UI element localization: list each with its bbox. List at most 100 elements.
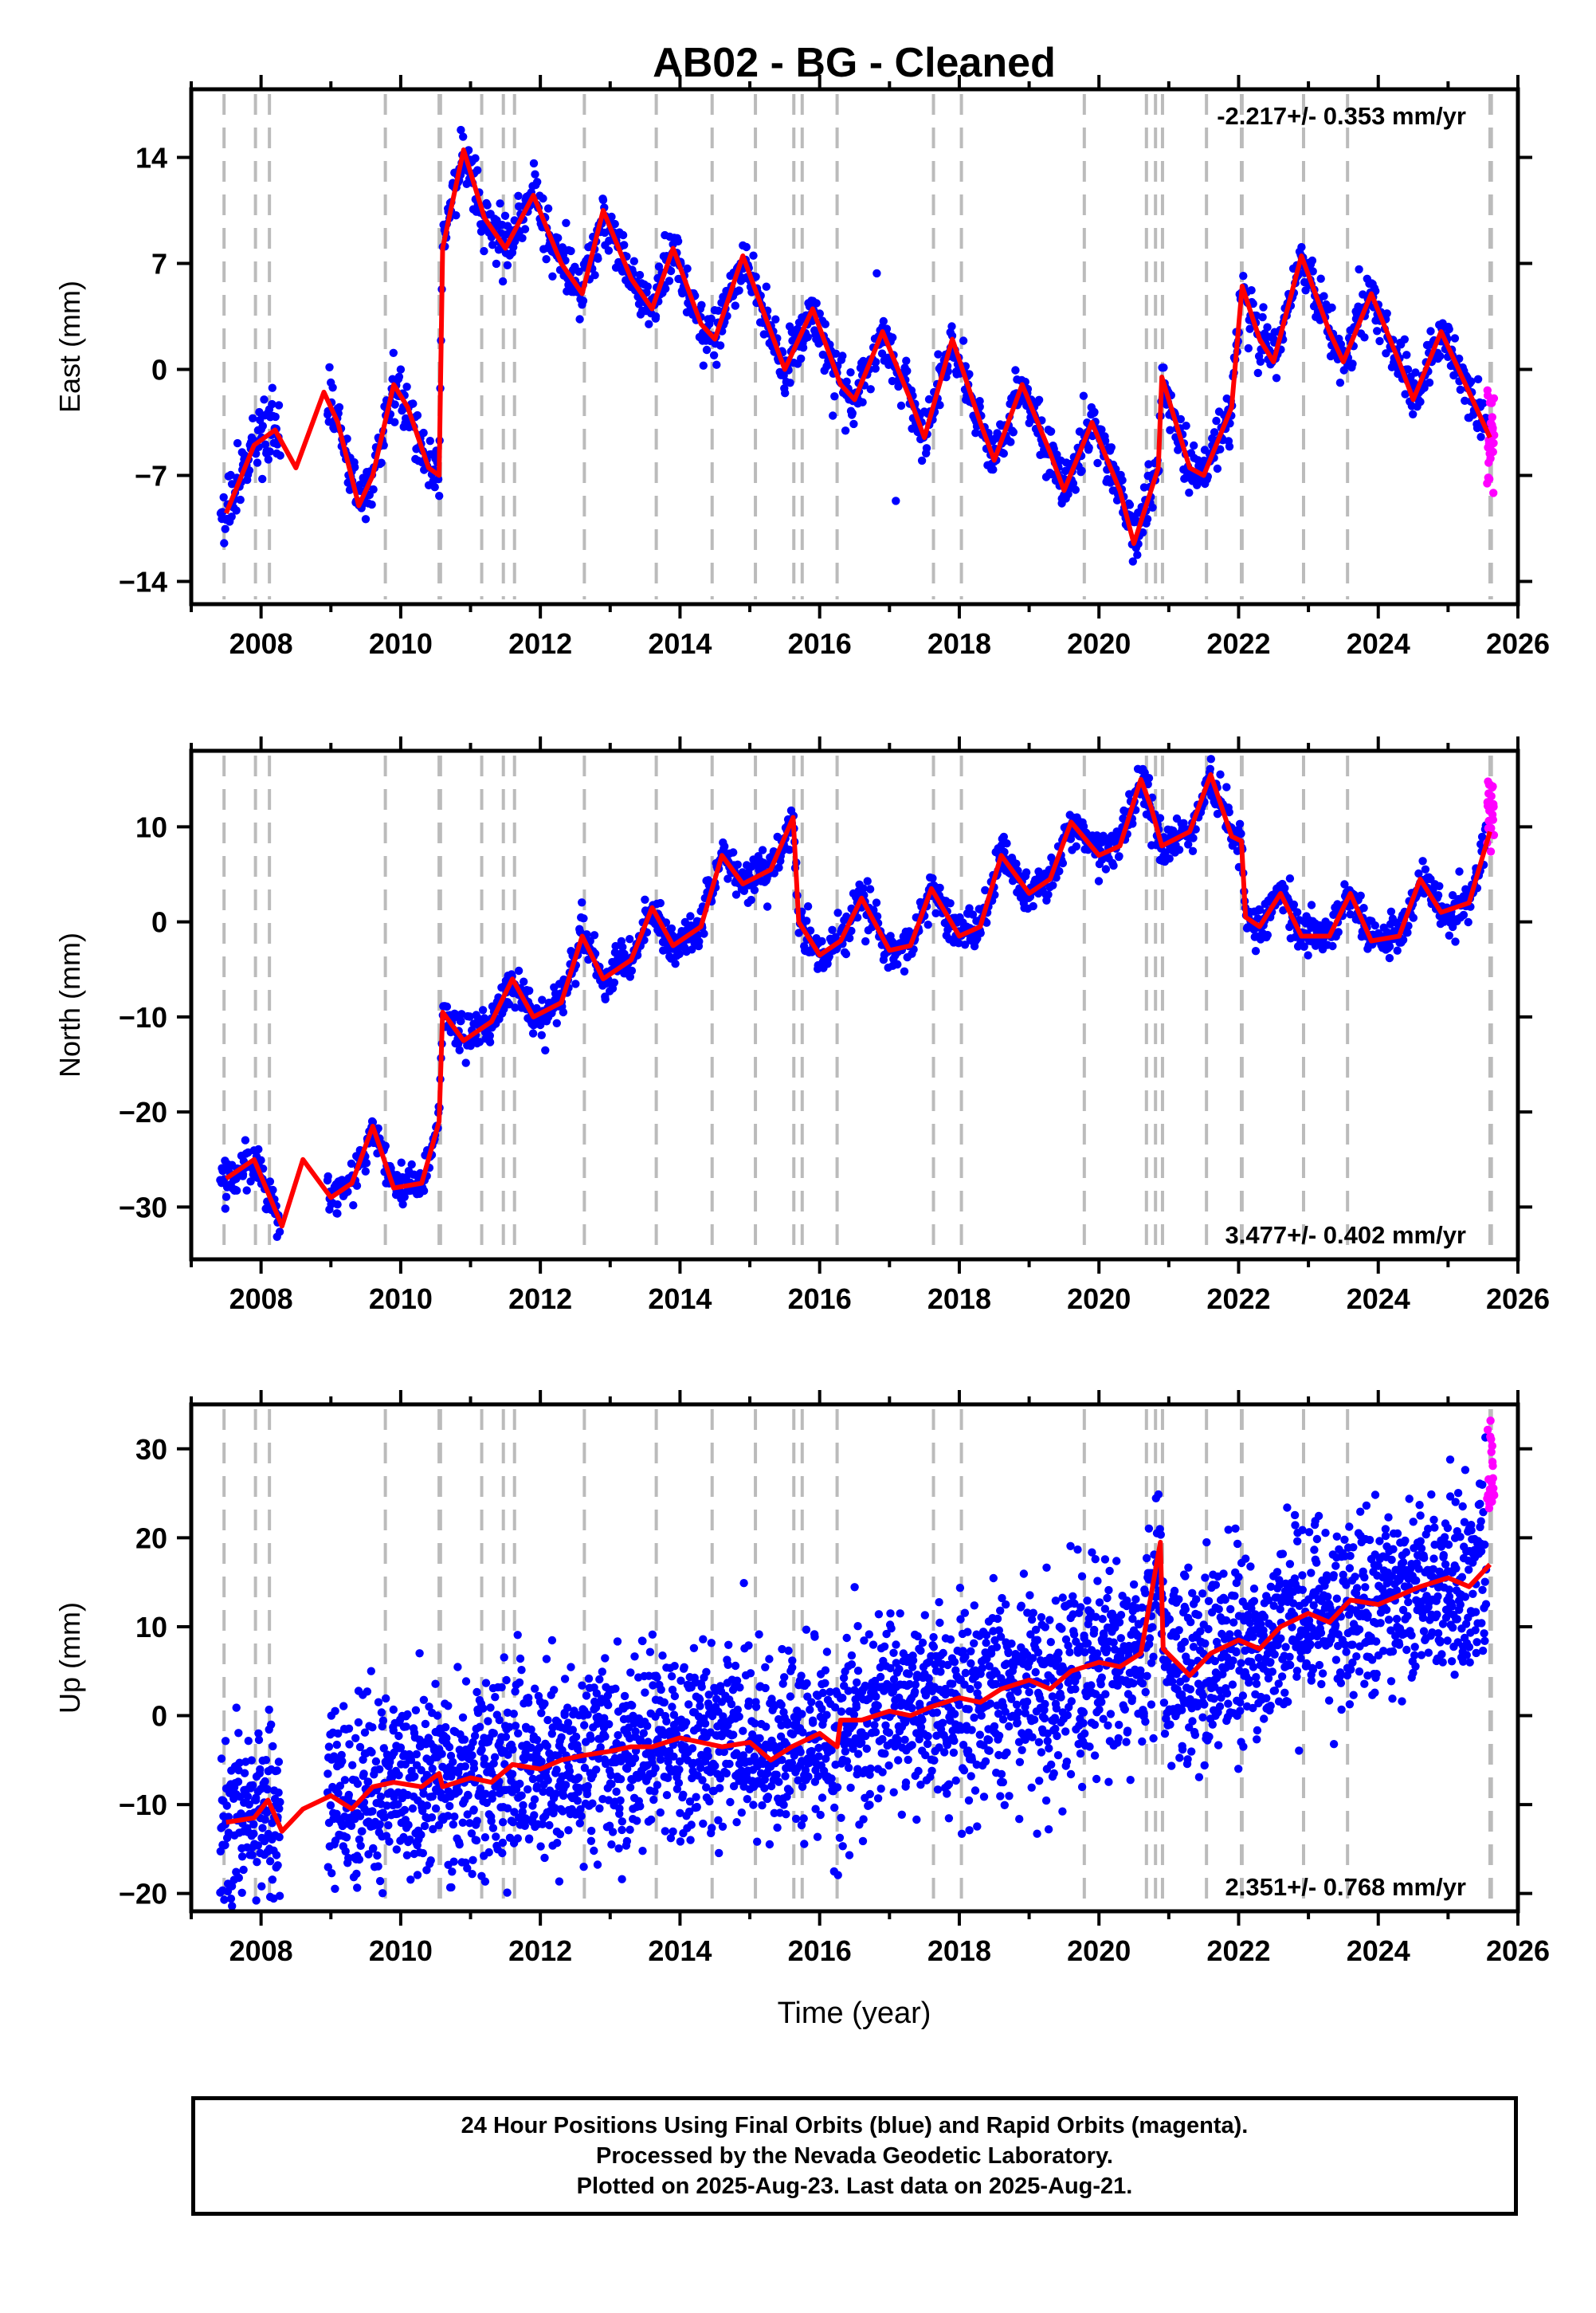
final-orbit-point	[492, 1832, 500, 1841]
final-orbit-point	[758, 846, 767, 854]
final-orbit-point	[502, 1675, 511, 1685]
final-orbit-point	[610, 219, 619, 229]
final-orbit-point	[498, 277, 508, 286]
final-orbit-point	[947, 322, 956, 331]
final-orbit-point	[735, 1683, 744, 1692]
final-orbit-point	[1237, 829, 1245, 838]
final-orbit-point	[233, 438, 242, 448]
final-orbit-point	[812, 299, 821, 308]
final-orbit-point	[1256, 357, 1265, 366]
x-tick-label: 2020	[1067, 1282, 1131, 1315]
final-orbit-point	[419, 428, 428, 438]
final-orbit-point	[639, 1729, 648, 1738]
final-orbit-point	[1213, 464, 1222, 473]
final-orbit-point	[1128, 557, 1138, 566]
final-orbit-point	[592, 1765, 601, 1774]
final-orbit-point	[676, 1837, 685, 1846]
final-orbit-point	[421, 1719, 430, 1729]
final-orbit-point	[705, 1797, 714, 1806]
final-orbit-point	[1174, 846, 1184, 854]
final-orbit-point	[726, 1797, 735, 1807]
final-orbit-point	[481, 1679, 491, 1687]
final-orbit-point	[866, 385, 875, 394]
final-orbit-point	[449, 1757, 457, 1766]
final-orbit-point	[697, 1683, 706, 1691]
final-orbit-point	[1097, 425, 1106, 434]
final-orbit-point	[243, 1792, 253, 1801]
final-orbit-point	[786, 379, 794, 387]
final-orbit-point	[374, 1698, 383, 1706]
final-orbit-point	[368, 1807, 377, 1816]
final-orbit-point	[1308, 267, 1317, 276]
final-orbit-point	[1459, 910, 1469, 920]
final-orbit-point	[1212, 416, 1221, 426]
final-orbit-point	[660, 1698, 669, 1707]
final-orbit-point	[608, 1828, 618, 1836]
final-orbit-point	[389, 348, 398, 357]
final-orbit-point	[480, 1877, 490, 1886]
final-orbit-point	[739, 1579, 748, 1588]
final-orbit-point	[433, 1711, 442, 1720]
final-orbit-point	[718, 1822, 727, 1831]
final-orbit-point	[900, 967, 909, 976]
final-orbit-point	[842, 377, 851, 386]
final-orbit-point	[765, 1840, 774, 1849]
final-orbit-point	[492, 259, 501, 269]
final-orbit-point	[838, 351, 847, 360]
final-orbit-point	[651, 312, 661, 321]
final-orbit-point	[562, 218, 571, 227]
final-orbit-point	[661, 285, 670, 293]
final-orbit-point	[1222, 783, 1231, 791]
final-orbit-point	[1058, 858, 1068, 868]
final-orbit-point	[531, 1684, 539, 1693]
final-orbit-point	[1356, 891, 1365, 901]
final-orbit-point	[903, 367, 912, 375]
final-orbit-point	[390, 400, 399, 409]
final-orbit-point	[946, 899, 955, 908]
final-orbit-point	[723, 1660, 732, 1669]
final-orbit-point	[458, 1713, 468, 1722]
final-orbit-point	[540, 1853, 549, 1863]
final-orbit-point	[345, 1740, 354, 1749]
final-orbit-point	[374, 1862, 382, 1871]
final-orbit-point	[1360, 333, 1369, 342]
final-orbit-point	[821, 320, 830, 328]
final-orbit-point	[620, 1691, 629, 1701]
final-orbit-point	[459, 132, 468, 141]
rapid-orbit-point	[1485, 474, 1494, 484]
final-orbit-point	[542, 255, 551, 264]
final-orbit-point	[480, 1754, 489, 1763]
final-orbit-point	[573, 1797, 582, 1805]
final-orbit-point	[742, 242, 751, 252]
x-tick-label: 2014	[648, 627, 712, 660]
final-orbit-point	[1079, 391, 1088, 400]
final-orbit-point	[1072, 842, 1081, 851]
final-orbit-point	[248, 1851, 257, 1859]
final-orbit-point	[392, 1845, 401, 1854]
x-tick-label: 2010	[369, 1282, 433, 1315]
final-orbit-point	[404, 1820, 413, 1829]
final-orbit-point	[275, 1832, 284, 1842]
final-orbit-point	[351, 463, 359, 472]
final-orbit-point	[975, 397, 984, 406]
final-orbit-point	[673, 237, 683, 245]
final-orbit-point	[902, 356, 911, 365]
final-orbit-point	[959, 336, 968, 345]
final-orbit-point	[699, 361, 708, 370]
final-orbit-point	[582, 1691, 591, 1700]
final-orbit-point	[774, 1777, 783, 1786]
final-orbit-point	[1244, 344, 1253, 353]
final-orbit-point	[625, 935, 634, 944]
final-orbit-point	[578, 898, 586, 907]
final-orbit-point	[257, 1882, 266, 1891]
final-orbit-point	[342, 1833, 351, 1842]
final-orbit-point	[468, 1751, 476, 1760]
final-orbit-point	[613, 1637, 622, 1646]
final-orbit-point	[750, 886, 759, 895]
y-tick-label: 7	[151, 248, 167, 281]
final-orbit-point	[237, 1852, 247, 1861]
final-orbit-point	[268, 399, 276, 409]
final-orbit-point	[498, 1818, 508, 1827]
final-orbit-point	[1206, 764, 1215, 773]
final-orbit-point	[1259, 303, 1268, 312]
